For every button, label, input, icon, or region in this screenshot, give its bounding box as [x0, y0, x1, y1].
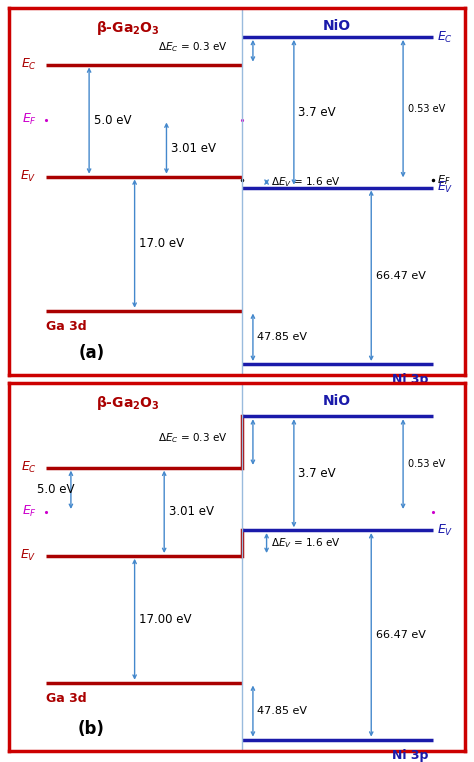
Text: Ga 3d: Ga 3d [46, 320, 87, 333]
Text: Ni 3p: Ni 3p [392, 373, 428, 386]
Text: $E_F$: $E_F$ [22, 112, 37, 127]
Text: 66.47 eV: 66.47 eV [376, 271, 426, 280]
Text: $E_V$: $E_V$ [437, 180, 454, 195]
Text: 5.0 eV: 5.0 eV [37, 483, 74, 496]
Text: 3.7 eV: 3.7 eV [299, 467, 336, 480]
Text: $\mathbf{\beta}$-$\mathbf{Ga_2O_3}$: $\mathbf{\beta}$-$\mathbf{Ga_2O_3}$ [96, 18, 160, 37]
Text: 5.0 eV: 5.0 eV [94, 114, 131, 127]
Text: (b): (b) [78, 719, 105, 738]
Text: $\Delta E_C$ = 0.3 eV: $\Delta E_C$ = 0.3 eV [158, 431, 228, 445]
Text: $E_V$: $E_V$ [20, 549, 37, 563]
Text: NiO: NiO [323, 18, 351, 33]
Text: $E_V$: $E_V$ [20, 169, 37, 184]
Text: $\Delta E_C$ = 0.3 eV: $\Delta E_C$ = 0.3 eV [158, 40, 228, 54]
Text: $E_C$: $E_C$ [437, 30, 453, 44]
Text: (a): (a) [78, 344, 104, 362]
Text: NiO: NiO [323, 394, 351, 408]
Text: $\Delta E_V$ = 1.6 eV: $\Delta E_V$ = 1.6 eV [271, 536, 340, 550]
Text: $E_C$: $E_C$ [21, 460, 37, 475]
Text: $E_V$: $E_V$ [437, 523, 454, 538]
Text: 3.01 eV: 3.01 eV [169, 505, 214, 518]
Text: 0.53 eV: 0.53 eV [408, 459, 445, 469]
Text: $E_C$: $E_C$ [21, 57, 37, 72]
Text: $E_F$: $E_F$ [437, 173, 451, 187]
Text: 0.53 eV: 0.53 eV [408, 104, 445, 114]
Text: 3.7 eV: 3.7 eV [299, 106, 336, 119]
Text: 47.85 eV: 47.85 eV [257, 706, 308, 716]
Text: 17.0 eV: 17.0 eV [139, 237, 184, 250]
Text: $\Delta E_V$ = 1.6 eV: $\Delta E_V$ = 1.6 eV [271, 175, 340, 189]
Text: 47.85 eV: 47.85 eV [257, 332, 308, 342]
Text: 66.47 eV: 66.47 eV [376, 630, 426, 640]
Text: 17.00 eV: 17.00 eV [139, 613, 191, 626]
Text: Ni 3p: Ni 3p [392, 749, 428, 762]
Text: $E_F$: $E_F$ [22, 504, 37, 520]
Text: Ga 3d: Ga 3d [46, 692, 87, 705]
Text: $\mathbf{\beta}$-$\mathbf{Ga_2O_3}$: $\mathbf{\beta}$-$\mathbf{Ga_2O_3}$ [96, 394, 160, 412]
Text: 3.01 eV: 3.01 eV [171, 142, 216, 155]
